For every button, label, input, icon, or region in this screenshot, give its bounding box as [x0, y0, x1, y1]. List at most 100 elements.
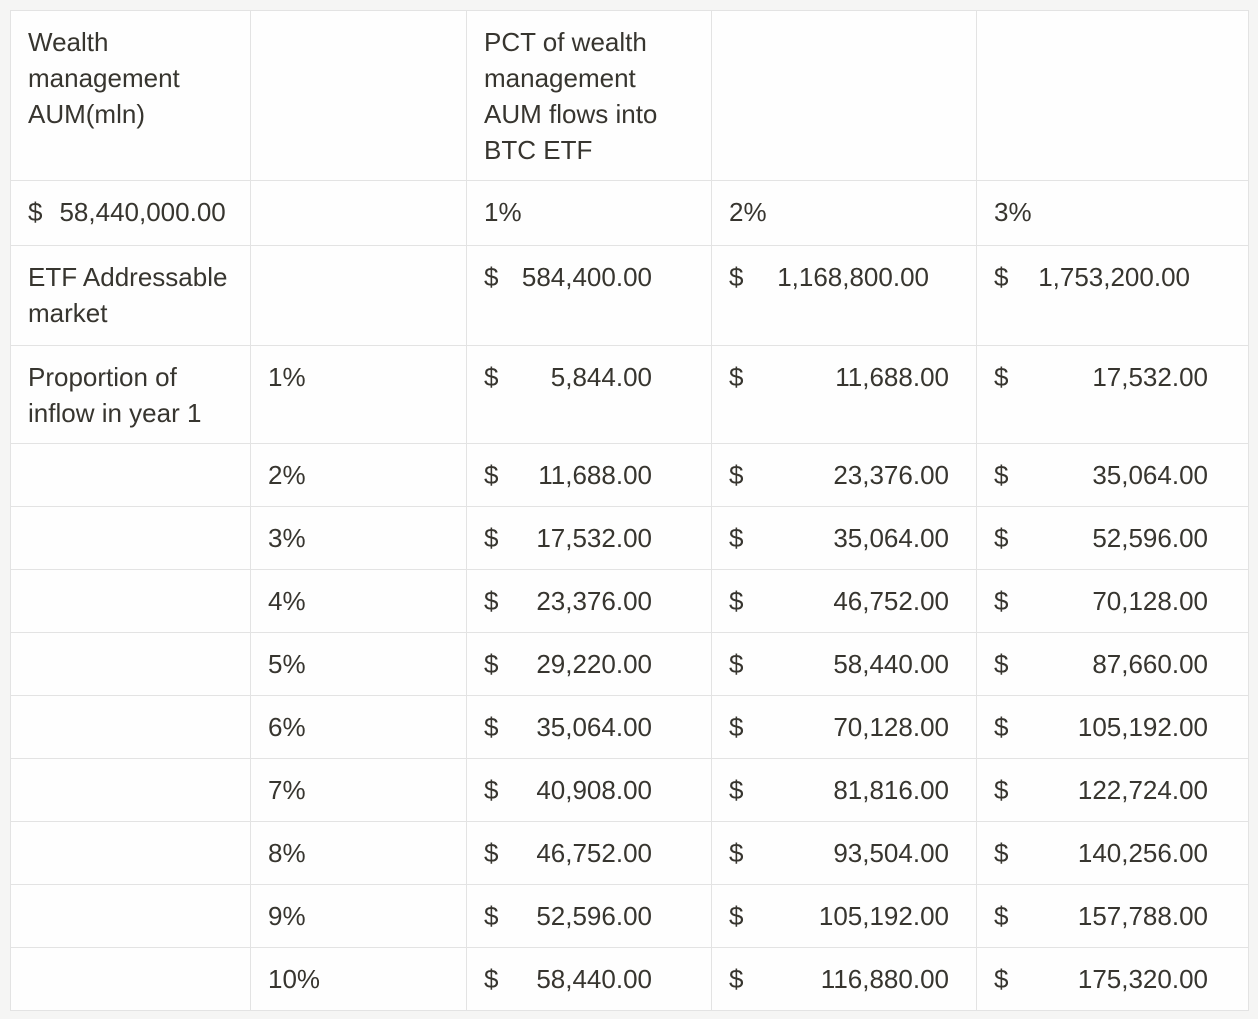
amount: 105,192.00	[1077, 712, 1208, 742]
currency-symbol: $	[994, 712, 1009, 742]
money-value: $ 5,844.00	[484, 359, 652, 395]
empty-cell	[10, 947, 251, 1011]
currency-symbol: $	[729, 964, 744, 994]
inflow-pct-cell: 5%	[250, 632, 467, 696]
amount: 46,752.00	[536, 838, 652, 868]
flow-pct-3-cell: 3%	[976, 180, 1249, 246]
money-value: $ 87,660.00	[994, 646, 1208, 682]
inflow-amount-cell: $ 46,752.00	[466, 821, 712, 885]
amount: 70,128.00	[833, 712, 949, 742]
currency-symbol: $	[729, 901, 744, 931]
amount: 116,880.00	[820, 964, 949, 994]
inflow-amount-cell: $ 81,816.00	[711, 758, 977, 822]
header-empty-cell	[976, 10, 1249, 181]
money-value: $ 58,440.00	[729, 646, 949, 682]
empty-cell	[250, 245, 467, 346]
inflow-row-5pct: 5% $ 29,220.00 $ 58,440.00 $ 87,660.00	[10, 632, 1249, 696]
inflow-pct: 9%	[268, 901, 306, 931]
currency-symbol: $	[484, 362, 499, 392]
inflow-amount-cell: $ 116,880.00	[711, 947, 977, 1011]
amount: 35,064.00	[1092, 460, 1208, 490]
header-aum-cell: Wealth management AUM(mln)	[10, 10, 251, 181]
inflow-amount-cell: $ 46,752.00	[711, 569, 977, 633]
empty-cell	[10, 506, 251, 570]
header-pct-label: PCT of wealth management AUM flows into …	[484, 27, 658, 165]
inflow-row-4pct: 4% $ 23,376.00 $ 46,752.00 $ 70,128.00	[10, 569, 1249, 633]
inflow-pct-cell: 7%	[250, 758, 467, 822]
currency-symbol: $	[729, 649, 744, 679]
inflow-amount-cell: $ 35,064.00	[711, 506, 977, 570]
money-value: $ 35,064.00	[484, 709, 652, 745]
currency-symbol: $	[729, 775, 744, 805]
addressable-market-row: ETF Addressable market $ 584,400.00 $ 1,…	[10, 245, 1249, 346]
amount: 40,908.00	[536, 775, 652, 805]
money-value: $ 584,400.00	[484, 259, 652, 295]
header-empty-cell	[711, 10, 977, 181]
currency-symbol: $	[994, 586, 1009, 616]
inflow-pct: 3%	[268, 523, 306, 553]
amount: 58,440.00	[536, 964, 652, 994]
amount: 35,064.00	[536, 712, 652, 742]
addressable-amount-2-cell: $ 1,168,800.00	[711, 245, 977, 346]
money-value: $ 58,440.00	[484, 961, 652, 997]
money-value: $ 105,192.00	[729, 898, 949, 934]
inflow-amount-cell: $ 58,440.00	[466, 947, 712, 1011]
aum-value-cell: $ 58,440,000.00	[10, 180, 251, 246]
currency-symbol: $	[994, 775, 1009, 805]
addressable-label-cell: ETF Addressable market	[10, 245, 251, 346]
amount: 1,753,200.00	[1038, 262, 1190, 292]
inflow-amount-cell: $ 17,532.00	[976, 345, 1249, 444]
inflow-amount-cell: $ 87,660.00	[976, 632, 1249, 696]
inflow-row-9pct: 9% $ 52,596.00 $ 105,192.00 $ 157,788.00	[10, 884, 1249, 948]
inflow-label-cell: Proportion of inflow in year 1	[10, 345, 251, 444]
amount: 17,532.00	[1092, 362, 1208, 392]
inflow-pct-cell: 6%	[250, 695, 467, 759]
inflow-amount-cell: $ 35,064.00	[466, 695, 712, 759]
currency-symbol: $	[729, 523, 744, 553]
inflow-amount-cell: $ 157,788.00	[976, 884, 1249, 948]
amount: 87,660.00	[1092, 649, 1208, 679]
amount: 1,168,800.00	[777, 262, 929, 292]
money-value: $ 17,532.00	[994, 359, 1208, 395]
inflow-amount-cell: $ 105,192.00	[976, 695, 1249, 759]
inflow-row-3pct: 3% $ 17,532.00 $ 35,064.00 $ 52,596.00	[10, 506, 1249, 570]
inflow-amount-cell: $ 58,440.00	[711, 632, 977, 696]
currency-symbol: $	[484, 775, 499, 805]
currency-symbol: $	[994, 262, 1009, 292]
inflow-amount-cell: $ 40,908.00	[466, 758, 712, 822]
header-pct-cell: PCT of wealth management AUM flows into …	[466, 10, 712, 181]
inflow-row-6pct: 6% $ 35,064.00 $ 70,128.00 $ 105,192.00	[10, 695, 1249, 759]
amount: 11,688.00	[835, 362, 949, 392]
money-value: $ 52,596.00	[484, 898, 652, 934]
inflow-amount-cell: $ 35,064.00	[976, 443, 1249, 507]
amount: 157,788.00	[1077, 901, 1208, 931]
currency-symbol: $	[484, 586, 499, 616]
money-value: $ 1,168,800.00	[729, 259, 929, 295]
flow-pct-1-cell: 1%	[466, 180, 712, 246]
inflow-amount-cell: $ 52,596.00	[466, 884, 712, 948]
amount: 29,220.00	[536, 649, 652, 679]
inflow-amount-cell: $ 23,376.00	[466, 569, 712, 633]
amount: 175,320.00	[1077, 964, 1208, 994]
currency-symbol: $	[28, 197, 43, 227]
money-value: $ 35,064.00	[994, 457, 1208, 493]
aum-money: $ 58,440,000.00	[28, 194, 234, 230]
money-value: $ 35,064.00	[729, 520, 949, 556]
amount: 584,400.00	[521, 262, 652, 292]
inflow-pct: 2%	[268, 460, 306, 490]
money-value: $ 175,320.00	[994, 961, 1208, 997]
currency-symbol: $	[729, 586, 744, 616]
empty-cell	[10, 884, 251, 948]
inflow-row-10pct: 10% $ 58,440.00 $ 116,880.00 $ 175,320.0…	[10, 947, 1249, 1011]
inflow-pct: 5%	[268, 649, 306, 679]
header-row: Wealth management AUM(mln) PCT of wealth…	[10, 10, 1249, 181]
inflow-amount-cell: $ 140,256.00	[976, 821, 1249, 885]
inflow-amount-cell: $ 70,128.00	[711, 695, 977, 759]
money-value: $ 70,128.00	[994, 583, 1208, 619]
inflow-amount-cell: $ 17,532.00	[466, 506, 712, 570]
addressable-amount-1-cell: $ 584,400.00	[466, 245, 712, 346]
inflow-amount-cell: $ 93,504.00	[711, 821, 977, 885]
inflow-amount-cell: $ 70,128.00	[976, 569, 1249, 633]
empty-cell	[10, 632, 251, 696]
addressable-label: ETF Addressable market	[28, 262, 228, 328]
